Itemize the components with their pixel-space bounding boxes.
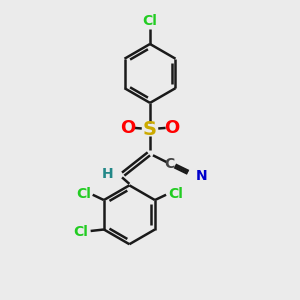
Text: N: N (195, 169, 207, 183)
Text: Cl: Cl (74, 225, 88, 238)
Text: Cl: Cl (142, 14, 158, 28)
Text: O: O (164, 119, 180, 137)
Text: Cl: Cl (76, 187, 91, 201)
Text: O: O (120, 119, 136, 137)
Text: Cl: Cl (168, 187, 183, 201)
Text: S: S (143, 120, 157, 139)
Text: C: C (165, 157, 175, 171)
Text: H: H (102, 167, 114, 181)
